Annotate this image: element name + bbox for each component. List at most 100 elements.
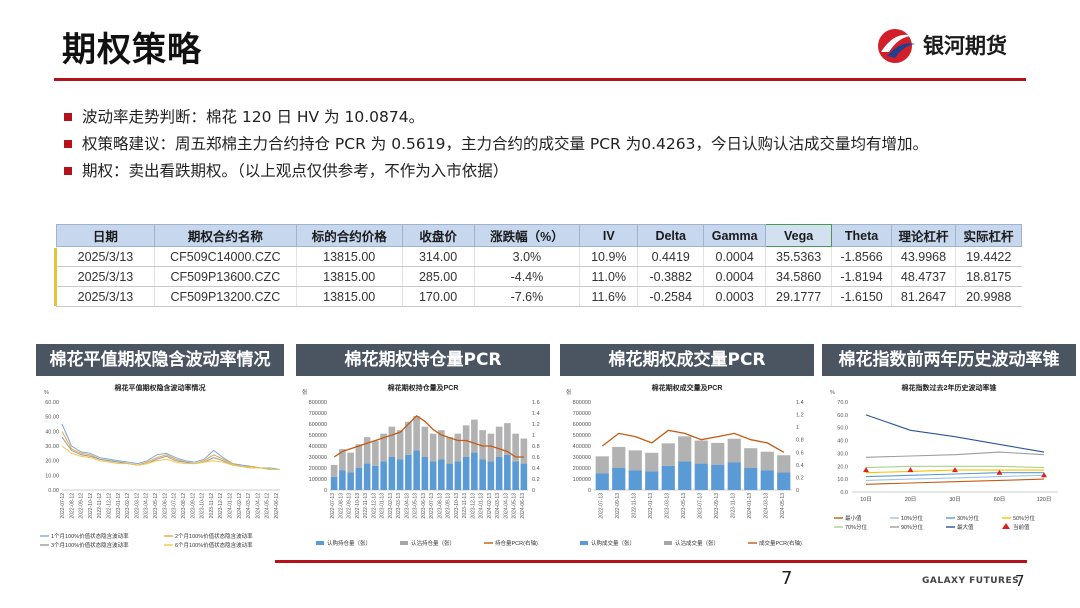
y-tick-label: 400000 — [573, 444, 591, 450]
x-tick-label: 2023-08-13 — [437, 493, 443, 519]
x-tick-label: 2023-09-13 — [714, 493, 720, 519]
y-tick-label: 100000 — [309, 477, 327, 483]
legend-label: 2个月100%价值状态隐含波动率 — [175, 532, 253, 540]
bar-put — [777, 455, 791, 473]
series-line — [865, 474, 1045, 481]
current-value-marker — [863, 467, 869, 473]
bar-call — [512, 461, 519, 490]
x-tick-label: 10日 — [860, 496, 872, 503]
x-tick-label: 20日 — [905, 496, 917, 503]
col-header: 实际杠杆 — [954, 224, 1023, 247]
y-tick-label: 20.00 — [45, 459, 59, 465]
chart-volume-pcr: 棉花期权成交量及PCR 张 0 100000 200000 300000 400000 500… — [560, 380, 814, 552]
y2-tick-label: 0 — [532, 488, 535, 494]
table-cell: -4.4% — [473, 266, 580, 287]
x-tick-label: 2023-10-12 — [200, 493, 206, 519]
y-tick-label: 200000 — [573, 466, 591, 472]
bar-put — [694, 440, 708, 464]
y-tick-label: 60.0 — [837, 413, 848, 419]
table-cell: 11.6% — [579, 286, 638, 307]
x-tick-label: 2023-11-13 — [462, 493, 468, 518]
bar-call — [462, 457, 470, 490]
x-tick-label: 2024-05-13 — [780, 493, 786, 519]
y-tick-label: 10.00 — [45, 473, 59, 479]
x-tick-label: 2023-11-12 — [209, 493, 215, 518]
bar-call — [339, 470, 346, 490]
table-cell: 18.8175 — [954, 266, 1022, 287]
y-tick-label: 500000 — [573, 433, 591, 439]
bar-call — [520, 463, 528, 490]
panel-title-hv-cone: 棉花指数前两年历史波动率锥 — [822, 344, 1076, 376]
y-tick-label: 50.0 — [837, 426, 848, 432]
y-tick-label: 600000 — [309, 422, 327, 428]
legend-label: 持仓量PCR(右轴) — [495, 539, 538, 547]
table-header-row: 日期 期权合约名称 标的合约价格 收盘价 涨跌幅（%） IV Delta Gam… — [56, 224, 1023, 247]
table-cell: CF509C14000.CZC — [153, 246, 297, 267]
x-tick-label: 2024-01-13 — [479, 493, 485, 519]
y2-tick-label: 1 — [796, 425, 799, 431]
x-tick-label: 2022-12-13 — [371, 493, 377, 519]
x-tick-label: 2023-11-13 — [730, 493, 736, 518]
x-tick-label: 2023-05-13 — [413, 493, 419, 519]
x-tick-label: 2023-07-13 — [429, 493, 435, 519]
bar-call — [454, 461, 462, 490]
bar-put — [744, 448, 758, 468]
bar-put — [727, 438, 741, 463]
bar-put — [363, 437, 371, 464]
chart-oi-pcr: 棉花期权持仓量及PCR 张 0 100000 200000 300000 400000 500… — [296, 380, 550, 552]
y2-tick-label: 1.4 — [532, 411, 540, 417]
x-tick-label: 2023-07-13 — [697, 493, 703, 519]
bar-put — [339, 449, 346, 471]
bar-put — [612, 446, 626, 468]
x-tick-label: 2024-06-13 — [520, 493, 526, 519]
y-tick-label: 500000 — [309, 433, 327, 439]
table-cell: 35.5363 — [765, 246, 832, 267]
table-cell: 11.0% — [579, 266, 638, 287]
table-cell: 29.1777 — [765, 286, 832, 307]
table-cell: 20.9988 — [954, 286, 1022, 307]
pcr-line — [333, 414, 524, 458]
table-cell: 10.9% — [579, 246, 638, 267]
x-tick-label: 2023-02-13 — [388, 493, 394, 519]
table-cell: -7.6% — [473, 286, 580, 307]
y-tick-label: 200000 — [309, 466, 327, 472]
x-tick-label: 30日 — [949, 496, 961, 503]
bar-put — [520, 438, 528, 464]
footer-page-number: 7 — [1015, 572, 1025, 590]
x-tick-label: 2022-07-13 — [330, 493, 336, 519]
x-tick-label: 2024-01-12 — [227, 493, 233, 519]
bar-call — [694, 463, 708, 490]
table-cell: 81.2647 — [891, 286, 956, 307]
x-tick-label: 2024-05-13 — [512, 493, 518, 519]
bar-put — [495, 426, 503, 457]
table-cell: -1.6150 — [831, 286, 892, 307]
y-tick-label: 70.0 — [837, 400, 848, 406]
bar-put — [396, 430, 404, 460]
bullet-item: 权策略建议：周五郑棉主力合约持仓 PCR 为 0.5619，主力合约的成交量 P… — [64, 133, 1024, 155]
col-header: Gamma — [703, 224, 767, 247]
current-value-marker — [952, 467, 958, 473]
bar-put — [711, 442, 725, 465]
table-cell: 13815.00 — [295, 246, 403, 267]
bar-call — [438, 459, 445, 490]
x-tick-label: 2022-07-13 — [598, 493, 604, 519]
legend-label: 成交量PCR(右轴) — [759, 539, 802, 547]
x-tick-label: 2023-12-13 — [470, 493, 476, 519]
legend-label: 90%分位 — [901, 523, 924, 531]
x-tick-label: 2023-09-12 — [190, 493, 196, 519]
y2-tick-label: 0.8 — [796, 438, 804, 444]
bar-call — [678, 461, 692, 490]
bar-put — [487, 433, 495, 462]
y-tick-label: 700000 — [573, 411, 591, 417]
table-cell: 43.9968 — [891, 246, 956, 267]
bar-call — [595, 473, 609, 490]
x-tick-label: 2022-09-13 — [347, 493, 353, 519]
y-tick-label: 100000 — [573, 477, 591, 483]
bar-put — [347, 452, 354, 473]
chart-title: 棉花期权持仓量及PCR — [388, 383, 459, 392]
bar-call — [645, 471, 659, 490]
y-unit-label: 张 — [302, 388, 308, 396]
table-row: 2025/3/13 CF509P13200.CZC 13815.00 170.00 -7… — [56, 286, 1022, 307]
y-tick-label: 300000 — [573, 455, 591, 461]
chart-hv-cone: 棉花指数过去2年历史波动率锥% 0.0 10.0 20.0 30.0 40.0 50.0 60… — [822, 380, 1076, 552]
